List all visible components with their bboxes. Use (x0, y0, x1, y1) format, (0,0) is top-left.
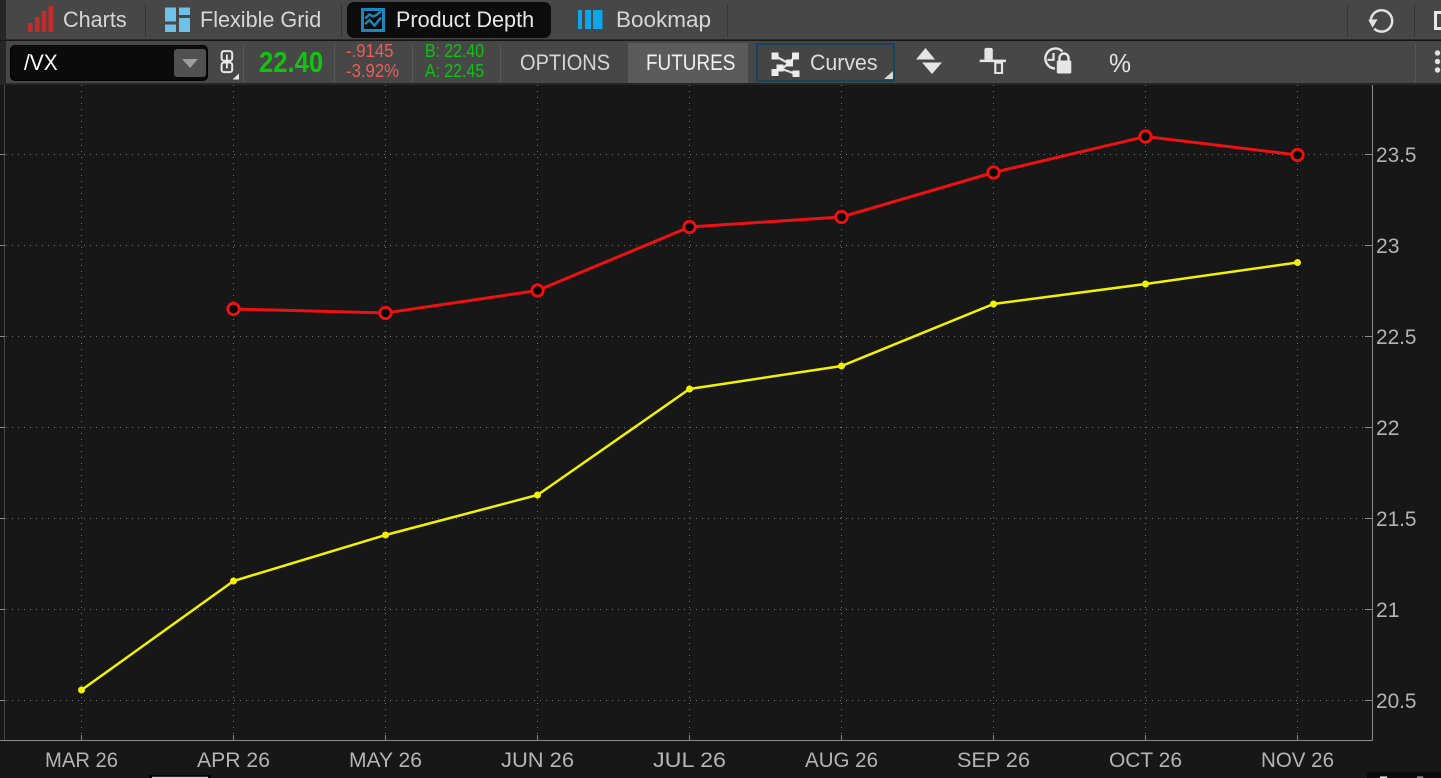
svg-text:APR 26: APR 26 (197, 749, 270, 772)
svg-text:NOV 26: NOV 26 (1261, 749, 1334, 772)
svg-text:23: 23 (1376, 235, 1400, 258)
svg-text:22: 22 (1376, 417, 1400, 440)
svg-text:OCT 26: OCT 26 (1109, 749, 1182, 772)
svg-text:SEP 26: SEP 26 (957, 749, 1030, 772)
svg-text:JUN 26: JUN 26 (501, 749, 574, 772)
svg-text:JUL 26: JUL 26 (653, 749, 726, 772)
svg-text:22.5: 22.5 (1376, 326, 1417, 349)
svg-text:21: 21 (1376, 599, 1400, 622)
svg-text:MAY 26: MAY 26 (349, 749, 422, 772)
svg-text:20.5: 20.5 (1376, 690, 1417, 713)
svg-text:MAR 26: MAR 26 (45, 749, 118, 772)
svg-text:21.5: 21.5 (1376, 508, 1417, 531)
svg-text:23.5: 23.5 (1376, 144, 1417, 167)
svg-text:AUG 26: AUG 26 (805, 749, 878, 772)
